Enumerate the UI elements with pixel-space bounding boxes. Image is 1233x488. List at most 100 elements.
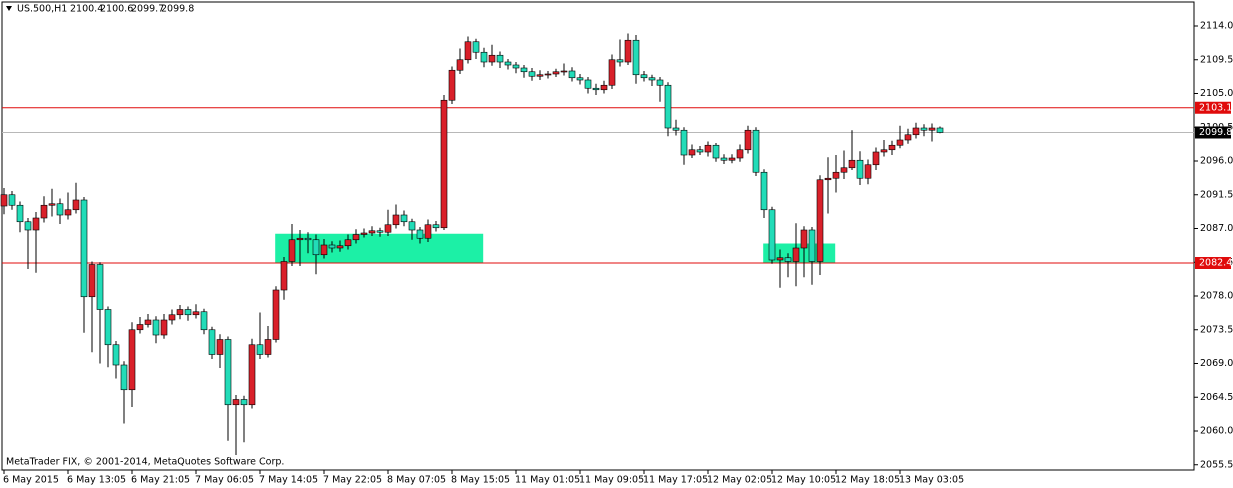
candle-body [832,171,840,179]
candle-body [824,177,832,181]
y-tick-label: 2069.0 [1200,358,1233,369]
candle-body [600,84,608,91]
candles [0,33,944,455]
candle-body [536,74,544,77]
candle-body [888,144,896,151]
candle-body [936,127,944,133]
x-tick-label: 7 May 22:05 [323,475,382,486]
candle-body [896,139,904,146]
labels: 2103.1 2082.4 2099.8 [1195,101,1232,269]
candle-body [808,229,816,262]
candle-body [656,79,664,86]
candle-body [392,214,400,226]
candle-body [792,247,800,262]
candle-body [344,239,352,247]
candle-body [288,239,296,262]
candle-body [504,61,512,66]
level-label-bg [1195,257,1231,269]
y-tick-label: 2105.0 [1200,88,1233,99]
x-tick-label: 11 May 17:05 [643,475,708,486]
candle-body [296,237,304,241]
candle-body [8,194,16,206]
candle-body [160,319,168,336]
candle-body [688,149,696,156]
candle-body [168,314,176,321]
candle-body [224,339,232,406]
level-label: 2082.4 [1199,258,1232,269]
header-open: 2100.4 [70,4,103,15]
bid-label-bg [1195,126,1231,139]
y-tick-label: 2091.5 [1200,189,1233,200]
candle-body [456,59,464,71]
candle-body [680,129,688,156]
candle-body [112,344,120,366]
y-tick-label: 2096.0 [1200,156,1233,167]
candle-body [496,54,504,63]
candle-body [248,344,256,406]
candle-body [872,151,880,166]
candle-body [744,129,752,151]
x-tick-label: 6 May 13:05 [67,475,126,486]
candle-body [576,77,584,81]
candle-body [840,167,848,173]
candle-body [920,127,928,131]
x-tick-label: 12 May 10:05 [771,475,836,486]
candle-body [40,204,48,219]
candle-body [616,59,624,63]
candle-body [32,217,40,231]
x-tick-label: 12 May 02:05 [707,475,772,486]
header-high: 2100.6 [100,4,133,15]
candle-body [768,209,776,261]
candle-body [512,64,520,69]
candle-body [488,54,496,63]
x-tick-label: 8 May 15:05 [451,475,510,486]
candle-body [736,149,744,159]
candle-body [128,329,136,391]
candle-body [760,171,768,211]
y-tick-label: 2060.0 [1200,426,1233,437]
candle-body [624,39,632,63]
x-tick-label: 12 May 18:05 [835,475,900,486]
candle-body [800,229,808,249]
candle-body [704,144,712,153]
candle-body [232,399,240,406]
y-tick-label: 2055.5 [1200,459,1233,470]
copyright: MetaTrader FIX, © 2001-2014, MetaQuotes … [6,457,284,468]
candle-body [56,203,64,216]
candle-body [712,144,720,159]
candle-body [24,221,32,231]
candle-body [752,129,760,173]
x-tick-label: 11 May 09:05 [579,475,644,486]
candle-body [400,214,408,223]
y-tick-label: 2114.0 [1200,21,1233,32]
candle-body [912,127,920,136]
candle-body [328,244,336,249]
candle-body [848,159,856,169]
candle-body [272,289,280,340]
candle-body [728,157,736,161]
candle-body [720,157,728,161]
x-tick-label: 11 May 01:05 [515,475,580,486]
x-tick-label: 13 May 03:05 [899,475,964,486]
candle-body [480,51,488,63]
header-low: 2099.7 [131,4,164,15]
candle-body [640,74,648,79]
candle-body [632,39,640,76]
candle-body [88,264,96,298]
candle-body [360,232,368,235]
plot-frame [1,1,1195,471]
candle-body [192,311,200,316]
candle-body [16,204,24,223]
candle-body [96,264,104,310]
bid-label: 2099.8 [1199,127,1232,138]
candle-body [352,234,360,241]
candle-body [472,41,480,53]
candle-body [384,224,392,233]
header-close: 2099.8 [161,4,194,15]
candle-body [208,329,216,355]
candle-body [864,164,872,179]
candle-body [544,73,552,76]
candle-body [416,229,424,239]
candle-body [280,261,288,291]
